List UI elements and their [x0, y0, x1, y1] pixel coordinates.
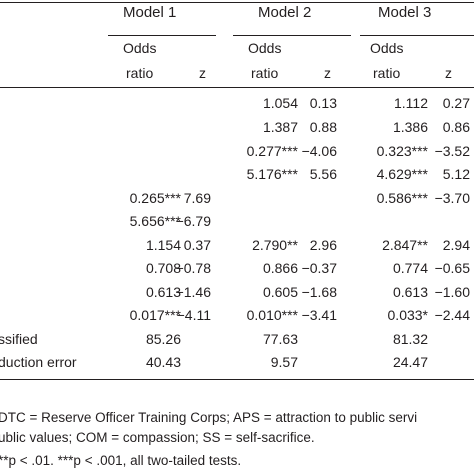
- cell-m1-or: 0.017***: [129, 307, 181, 323]
- model-2-header: Model 2: [258, 4, 312, 21]
- model-1-header: Model 1: [123, 4, 177, 21]
- cell-m1-or: 0.613: [145, 284, 181, 300]
- m2-z-header: z: [324, 65, 331, 81]
- cell-m3-z: −1.60: [434, 284, 470, 300]
- cell-m1-z: −6.79: [175, 213, 211, 229]
- cell-m3-or: 1.112: [394, 95, 428, 111]
- cell-m2-or: 5.176***: [246, 166, 298, 182]
- cell-m3-z: −0.65: [434, 260, 470, 276]
- m1-z-header: z: [199, 65, 206, 81]
- model-2-rule: [233, 35, 351, 36]
- cell-m1-z: −0.78: [175, 260, 211, 276]
- cell-m1-or: 0.265***: [129, 190, 181, 206]
- cell-m1-or: 85.26: [145, 331, 181, 347]
- cell-m2-or: 0.605: [262, 284, 298, 300]
- cell-m3-or: 0.586***: [376, 190, 428, 206]
- m1-odds-header-line2: ratio: [126, 65, 154, 81]
- header-bottom-rule: [0, 87, 474, 88]
- table-bottom-rule: [0, 379, 474, 380]
- table-note-line-1: DTC = Reserve Officer Training Corps; AP…: [0, 410, 418, 425]
- cell-m3-or: 4.629***: [376, 166, 428, 182]
- cell-m1-or: 40.43: [145, 354, 181, 370]
- model-3-header: Model 3: [378, 4, 432, 21]
- cell-m2-or: 1.387: [262, 119, 298, 135]
- cell-m2-z: −4.06: [301, 143, 337, 159]
- cell-m3-or: 1.386: [392, 119, 428, 135]
- cell-m2-or: 9.57: [270, 354, 298, 370]
- cell-m3-or: 24.47: [392, 354, 428, 370]
- cell-m3-z: −3.70: [434, 190, 470, 206]
- cell-m2-z: 5.56: [309, 166, 337, 182]
- cell-m2-or: 2.790**: [252, 237, 298, 253]
- m3-z-header: z: [445, 65, 452, 81]
- row-label: ssified: [0, 331, 38, 347]
- cell-m1-z: 7.69: [183, 190, 211, 206]
- cell-m2-or: 1.054: [262, 95, 298, 111]
- cell-m2-z: 2.96: [309, 237, 337, 253]
- cell-m3-z: 0.27: [442, 95, 470, 111]
- cell-m3-or: 0.033*: [387, 307, 428, 323]
- cell-m3-or: 0.613: [392, 284, 428, 300]
- cell-m1-or: 1.154: [145, 237, 181, 253]
- cell-m2-z: 0.88: [309, 119, 337, 135]
- cell-m2-z: −3.41: [301, 307, 337, 323]
- table-top-rule: [0, 2, 474, 3]
- m2-odds-header-line1: Odds: [248, 40, 282, 56]
- cell-m2-or: 0.277***: [246, 143, 298, 159]
- cell-m1-or: 5.656***: [129, 213, 181, 229]
- cell-m1-or: 0.708: [145, 260, 181, 276]
- cell-m2-or: 0.010***: [246, 307, 298, 323]
- cell-m3-or: 0.774: [392, 260, 428, 276]
- cell-m2-or: 0.866: [262, 260, 298, 276]
- cell-m2-or: 77.63: [262, 331, 298, 347]
- table-note-line-3: **p < .01. ***p < .001, all two-tailed t…: [0, 453, 242, 468]
- cell-m3-z: −2.44: [434, 307, 470, 323]
- cell-m1-z: −4.11: [176, 307, 211, 323]
- cell-m3-z: 5.12: [442, 166, 470, 182]
- cell-m3-z: −3.52: [434, 143, 470, 159]
- table-note-line-2: ublic values; COM = compassion; SS = sel…: [0, 430, 315, 445]
- model-1-rule: [108, 35, 216, 36]
- m3-odds-header-line2: ratio: [373, 65, 401, 81]
- model-3-rule: [360, 35, 474, 36]
- cell-m3-or: 81.32: [392, 331, 428, 347]
- row-label: duction error: [0, 354, 77, 370]
- cell-m1-z: −1.46: [175, 284, 211, 300]
- cell-m2-z: −0.37: [301, 260, 337, 276]
- m1-odds-header-line1: Odds: [123, 40, 157, 56]
- cell-m3-z: 2.94: [442, 237, 470, 253]
- cell-m3-z: 0.86: [442, 119, 470, 135]
- cell-m3-or: 2.847**: [382, 237, 428, 253]
- cell-m1-z: 0.37: [183, 237, 211, 253]
- cell-m3-or: 0.323***: [376, 143, 428, 159]
- m2-odds-header-line2: ratio: [251, 65, 279, 81]
- cell-m2-z: −1.68: [301, 284, 337, 300]
- cell-m2-z: 0.13: [309, 95, 337, 111]
- m3-odds-header-line1: Odds: [370, 40, 404, 56]
